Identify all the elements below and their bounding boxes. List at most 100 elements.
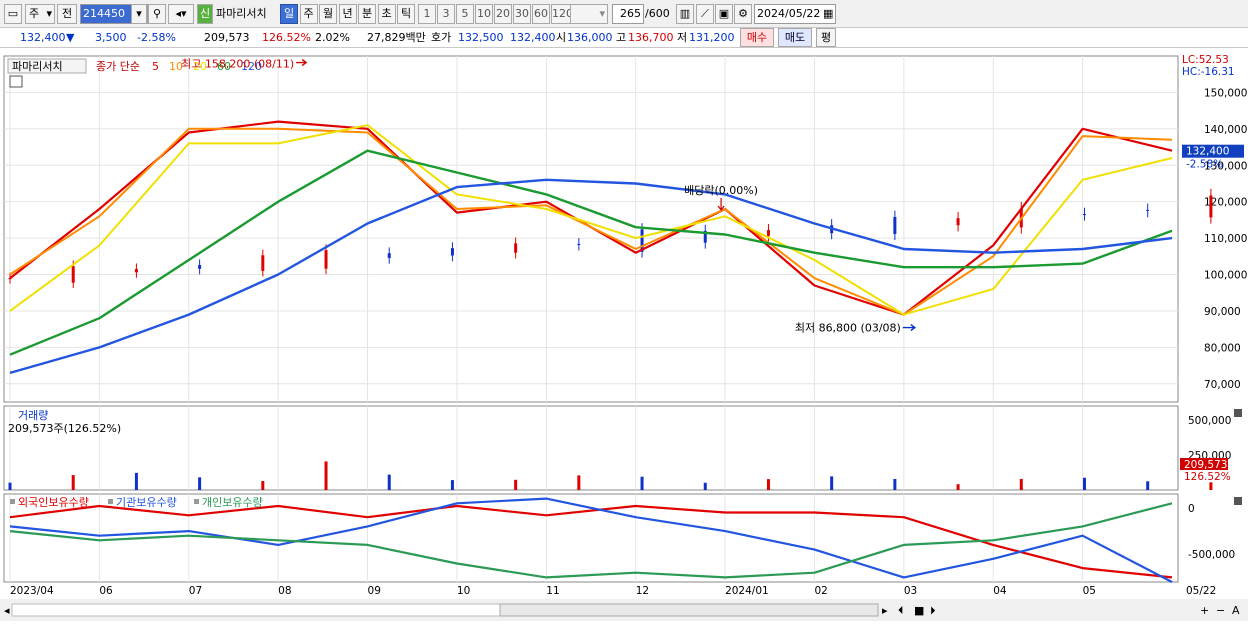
ma-period-20: 20 <box>193 60 207 73</box>
eval-button[interactable]: 평 <box>816 28 836 47</box>
ma-period-10: 10 <box>169 60 183 73</box>
candle-type-icon[interactable]: ▥ <box>676 4 694 24</box>
legend-marker <box>108 499 113 504</box>
type-select[interactable]: 주 ▾ <box>25 4 55 24</box>
period-tab-2[interactable]: 월 <box>319 4 337 24</box>
playback-icon-3: ⏵ <box>930 604 936 617</box>
period-tab-0[interactable]: 일 <box>280 4 298 24</box>
legend-marker <box>194 499 199 504</box>
bid-price: 132,500 <box>458 31 504 44</box>
price-y-tick-7: 80,000 <box>1204 342 1241 354</box>
candle-down <box>450 248 454 256</box>
price-panel[interactable] <box>3 55 1179 403</box>
zoom-icon-0: + <box>1200 604 1209 617</box>
interval-tab-10[interactable]: 10 <box>475 4 493 24</box>
candle-down <box>198 264 202 269</box>
candle-down <box>640 229 644 252</box>
trade-value: 27,829백만 <box>367 31 426 44</box>
interval-dropdown[interactable]: ▾ <box>570 4 608 24</box>
low-price: 131,200 <box>689 31 735 44</box>
stock-name: 파마리서치 <box>216 7 267 20</box>
count-input[interactable]: 265 <box>612 4 644 24</box>
open-price: 136,000 <box>567 31 613 44</box>
price-y-tick-1: 140,000 <box>1204 124 1247 136</box>
prev-button[interactable]: 전 <box>57 4 77 24</box>
interval-tab-1[interactable]: 1 <box>418 4 436 24</box>
chevron-down-icon[interactable]: ▾ <box>131 4 147 24</box>
x-axis-label-5: 10 <box>457 585 470 597</box>
playback-icon-0: ▸ <box>882 604 888 617</box>
ma-line-60 <box>9 149 1173 356</box>
candle-up <box>71 266 75 283</box>
volume-panel[interactable] <box>3 405 1179 491</box>
lc-label: LC:52.53 <box>1182 54 1229 66</box>
volume-y-tick-0: 500,000 <box>1188 415 1231 427</box>
volume-bar-down <box>198 477 202 490</box>
panel-close-icon[interactable] <box>1234 409 1242 417</box>
interval-tab-120[interactable]: 120 <box>551 4 573 24</box>
stock-chart[interactable]: 150,000 140,000 130,000 120,000 110,000 100,0… <box>0 48 1248 621</box>
hc-label: HC:-16.31 <box>1182 66 1235 78</box>
low-marker-arrow <box>902 324 917 332</box>
volume-bar-down <box>8 482 12 490</box>
search-icon[interactable]: ⚲ <box>148 4 166 24</box>
period-tab-1[interactable]: 주 <box>299 4 318 24</box>
candle-up <box>8 278 12 280</box>
save-icon[interactable]: ▣ <box>715 4 733 24</box>
low-label: 저 <box>677 31 688 44</box>
volume-bar-up <box>577 475 581 490</box>
holdings-y-tick-1: -500,000 <box>1188 549 1235 561</box>
scrollbar-thumb[interactable] <box>499 603 879 617</box>
candle-up <box>514 243 518 253</box>
period-tab-4[interactable]: 분 <box>358 4 376 24</box>
period-tab-5[interactable]: 초 <box>377 4 396 24</box>
count-max: /600 <box>645 7 670 20</box>
calendar-icon[interactable]: ▦ <box>823 7 834 20</box>
panel-close-icon[interactable] <box>1234 497 1242 505</box>
interval-tab-60[interactable]: 60 <box>532 4 550 24</box>
sell-button[interactable]: 매도 <box>778 28 812 47</box>
ma-period-5: 5 <box>152 60 159 73</box>
high-price: 136,700 <box>628 31 674 44</box>
stock-tab[interactable] <box>7 58 87 74</box>
price-y-tick-6: 90,000 <box>1204 306 1241 318</box>
price-y-tick-3: 120,000 <box>1204 197 1247 209</box>
price-y-tick-4: 110,000 <box>1204 233 1247 245</box>
holdings-y-tick-0: 0 <box>1188 503 1195 515</box>
price-y-tick-5: 100,000 <box>1204 270 1247 282</box>
last-price-tag-label: 132,400 <box>1186 146 1229 158</box>
x-axis-label-2: 07 <box>189 585 202 597</box>
gear-icon[interactable]: ⚙ <box>734 4 752 24</box>
legend-marker <box>10 499 15 504</box>
candle-up <box>324 250 328 269</box>
volume-bar-up <box>766 479 770 490</box>
interval-tab-3[interactable]: 3 <box>437 4 455 24</box>
trendline-icon[interactable]: ⟋ <box>696 4 714 24</box>
buy-button[interactable]: 매수 <box>740 28 774 47</box>
volume-bar-up <box>1019 478 1023 490</box>
candle-down <box>577 243 581 245</box>
interval-tab-5[interactable]: 5 <box>456 4 474 24</box>
dividend-marker-arrow <box>717 198 725 212</box>
quote-bar: 132,400 ▼ 3,500 -2.58% 209,573 126.52% 2… <box>0 28 1248 48</box>
date-input[interactable]: 2024/05/22 <box>754 4 836 24</box>
x-axis-label-8: 2024/01 <box>725 585 769 597</box>
x-axis-label-7: 12 <box>636 585 649 597</box>
turnover-percent: 2.02% <box>315 31 350 44</box>
speaker-icon[interactable]: ◂▾ <box>168 4 194 24</box>
low-marker-label: 최저 86,800 (03/08) <box>795 322 901 335</box>
period-tab-6[interactable]: 틱 <box>397 4 415 24</box>
volume-value-label: 209,573주(126.52%) <box>8 422 121 435</box>
chart-area[interactable]: 150,000 140,000 130,000 120,000 110,000 100,0… <box>0 48 1248 621</box>
interval-tab-20[interactable]: 20 <box>494 4 512 24</box>
period-tab-3[interactable]: 년 <box>338 4 357 24</box>
holdings-legend-0: 외국인보유수량 <box>18 496 89 509</box>
x-axis-label-4: 09 <box>368 585 381 597</box>
interval-tab-30[interactable]: 30 <box>513 4 531 24</box>
grid-toggle-icon[interactable] <box>9 75 23 88</box>
price-change: 3,500 <box>95 31 127 44</box>
volume-last-pct-label: 126.52% <box>1184 471 1231 483</box>
layout-icon[interactable]: ▭ <box>4 4 22 24</box>
price-y-tick-8: 70,000 <box>1204 379 1241 391</box>
volume-bar-up <box>1209 482 1213 490</box>
